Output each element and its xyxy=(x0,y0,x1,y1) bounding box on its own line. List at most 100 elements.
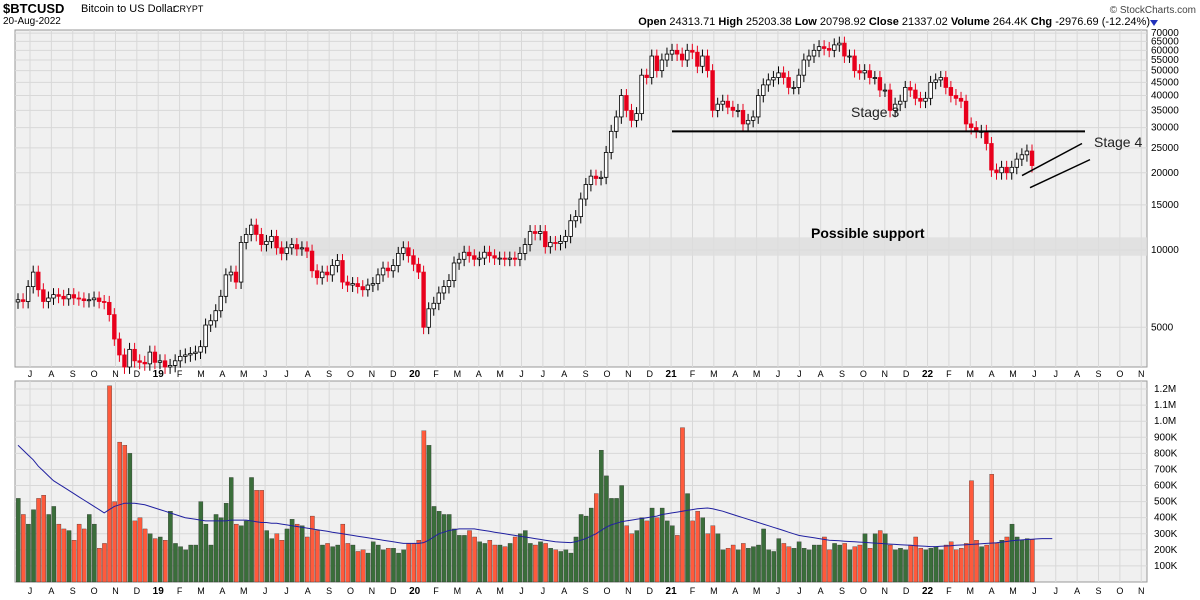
month-label: D xyxy=(903,586,910,596)
volume-bar xyxy=(228,477,234,583)
month-label: F xyxy=(690,586,696,596)
volume-bar xyxy=(867,548,873,583)
month-label: M xyxy=(1009,586,1017,596)
price-tick-label: 30000 xyxy=(1151,123,1179,134)
volume-bar xyxy=(381,549,386,583)
volume-bar xyxy=(634,530,640,583)
candle-body xyxy=(66,294,71,300)
candle-body xyxy=(228,271,234,276)
month-label: A xyxy=(305,586,311,596)
volume-bar xyxy=(893,549,898,583)
volume-bar xyxy=(751,546,756,583)
exchange-label: CRYPT xyxy=(173,4,204,14)
open-value: 24313.71 xyxy=(669,16,716,28)
candle-body xyxy=(41,289,46,302)
candle-body xyxy=(761,84,766,96)
candle-body xyxy=(563,235,568,242)
volume-bar xyxy=(822,536,827,583)
month-label: 21 xyxy=(666,369,678,380)
month-label: F xyxy=(177,586,183,596)
candle-body xyxy=(51,294,56,299)
month-label: O xyxy=(347,586,354,596)
month-label: A xyxy=(561,586,567,596)
volume-label: Volume xyxy=(950,16,990,28)
volume-bar xyxy=(959,548,964,583)
candle-body xyxy=(700,55,705,67)
volume-bar xyxy=(629,533,635,583)
chevron-down-icon[interactable] xyxy=(1150,20,1158,26)
candle-body xyxy=(431,302,436,310)
volume-bar xyxy=(588,507,594,583)
candle-body xyxy=(532,231,538,234)
volume-bar xyxy=(639,517,645,583)
chg-label: Chg xyxy=(1030,16,1053,28)
volume-bar xyxy=(355,551,361,583)
volume-bar xyxy=(553,549,558,583)
month-label: F xyxy=(433,369,439,379)
month-label: M xyxy=(753,586,761,596)
volume-bar xyxy=(56,523,62,583)
symbol-label: $BTCUSD xyxy=(3,1,65,16)
candle-body xyxy=(107,301,112,316)
month-label: J xyxy=(284,586,289,596)
candle-body xyxy=(644,74,649,78)
volume-bar xyxy=(812,544,817,583)
month-label: D xyxy=(903,369,910,379)
month-label: J xyxy=(28,369,33,379)
candle-body xyxy=(1004,166,1009,174)
volume-bar xyxy=(964,543,969,583)
month-label: J xyxy=(797,586,802,596)
volume-bar xyxy=(41,495,46,583)
month-label: D xyxy=(646,369,653,379)
low-label: Low xyxy=(794,16,817,28)
candle-body xyxy=(249,224,254,235)
support-label: Possible support xyxy=(811,225,925,241)
volume-bar xyxy=(1024,538,1030,583)
candle-body xyxy=(304,247,310,252)
month-label: M xyxy=(710,369,718,379)
volume-bar xyxy=(259,490,264,583)
volume-bar xyxy=(730,544,736,583)
candle-body xyxy=(314,270,320,279)
candle-body xyxy=(218,295,223,312)
volume-bar xyxy=(989,474,994,583)
volume-bar xyxy=(249,477,254,583)
candle-body xyxy=(406,247,411,257)
volume-bar xyxy=(36,498,41,583)
volume-bar xyxy=(1009,523,1015,583)
volume-tick-label: 1.2M xyxy=(1154,384,1176,395)
volume-bar xyxy=(801,548,807,583)
candle-body xyxy=(370,283,376,286)
volume-bar xyxy=(284,528,290,583)
candle-body xyxy=(416,263,421,273)
candle-body xyxy=(867,70,872,78)
candle-body xyxy=(568,220,573,237)
month-label: D xyxy=(390,586,397,596)
candle-body xyxy=(25,286,31,302)
volume-bar xyxy=(938,549,944,583)
month-label: J xyxy=(28,586,33,596)
candle-body xyxy=(796,74,801,88)
volume-bar xyxy=(720,549,726,583)
candle-body xyxy=(223,274,229,297)
month-label: 19 xyxy=(153,586,165,597)
volume-bar xyxy=(715,533,721,583)
support-band xyxy=(262,237,1147,256)
month-label: S xyxy=(70,586,76,596)
month-label: M xyxy=(454,369,462,379)
candle-body xyxy=(101,301,107,303)
candle-body xyxy=(690,49,695,53)
volume-bar xyxy=(517,533,523,583)
volume-bar xyxy=(654,517,660,583)
candle-body xyxy=(309,250,315,272)
candle-body xyxy=(269,235,274,242)
volume-bar xyxy=(386,548,391,583)
candle-body xyxy=(649,55,654,78)
candle-body xyxy=(847,55,852,58)
candle-body xyxy=(365,284,371,291)
volume-bar xyxy=(568,552,574,583)
volume-bar xyxy=(61,528,67,583)
ohlc-readout: Open 24313.71 High 25203.38 Low 20798.92… xyxy=(638,16,1150,28)
volume-bar xyxy=(163,540,168,583)
candle-body xyxy=(56,294,61,297)
